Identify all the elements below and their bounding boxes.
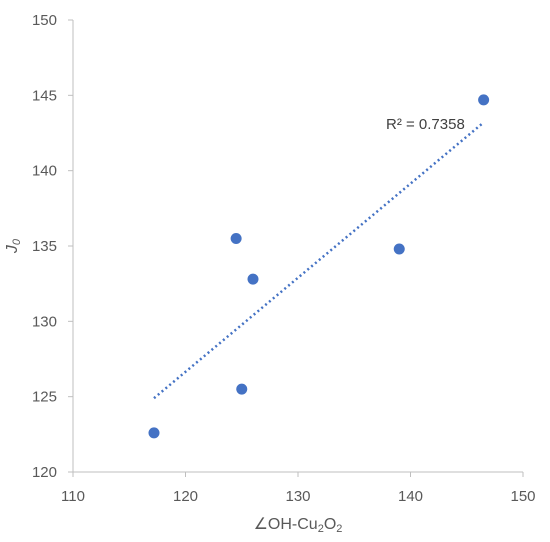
title-subscript: 2: [336, 523, 342, 535]
axes: [72, 20, 523, 473]
y-tick-label: 125: [32, 389, 57, 406]
data-point: [478, 94, 490, 106]
x-tick-label: 120: [173, 488, 198, 505]
title-text: O: [324, 516, 336, 533]
x-tick-label: 140: [398, 488, 423, 505]
y-axis-ticks: 120 125 130 135 140 145 150: [32, 12, 73, 481]
y-tick-label: 120: [32, 464, 57, 481]
y-tick-label: 130: [32, 313, 57, 330]
trendline: [153, 121, 485, 400]
r-squared-annotation: R² = 0.7358: [386, 116, 465, 133]
data-point: [247, 273, 259, 285]
data-point: [393, 243, 405, 255]
x-tick-label: 110: [61, 488, 85, 505]
x-axis-title: ∠OH-Cu2O2: [254, 516, 343, 535]
y-tick-label: 135: [32, 238, 57, 255]
title-subscript: 0: [11, 238, 23, 245]
title-text: ∠OH-Cu: [254, 516, 318, 533]
y-tick-label: 140: [32, 163, 57, 180]
data-point: [236, 383, 248, 395]
y-tick-label: 150: [32, 12, 57, 29]
y-tick-label: 145: [32, 87, 57, 104]
trendline-group: [153, 121, 485, 400]
x-axis-ticks: 110 120 130 140 150: [61, 472, 536, 505]
data-point: [148, 427, 160, 439]
y-axis-title: J0: [4, 238, 23, 254]
title-text: J: [4, 244, 21, 254]
x-tick-label: 150: [510, 488, 535, 505]
x-tick-label: 130: [285, 488, 310, 505]
data-points: [148, 94, 490, 439]
title-subscript: 2: [318, 523, 324, 535]
data-point: [230, 232, 242, 244]
